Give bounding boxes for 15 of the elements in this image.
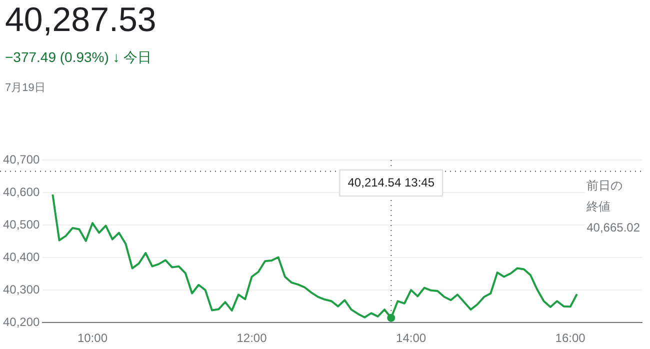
x-tick-label: 14:00 [396,331,426,346]
x-tick-label: 16:00 [555,331,586,346]
ref-line-label: 前日の終値40,665.02 [586,178,640,234]
text: 7月19日 [5,81,46,95]
x-tick-label: 12:00 [236,331,268,346]
y-tick-label: 40,400 [3,250,40,264]
y-tick-label: 40,600 [3,184,40,199]
chart-subtitle: −377.49 (0.93%) ↓ 今日 [5,49,152,67]
y-tick-label: 40,300 [3,282,40,296]
chart-title: 40,287.53 [5,0,156,40]
y-tick-label: 40,200 [3,314,40,329]
annotation: 40,214.54 13:45 [348,175,435,190]
y-tick-label: 40,700 [3,152,40,166]
x-tick-label: 10:00 [77,331,108,346]
y-tick-label: 40,500 [3,217,40,232]
